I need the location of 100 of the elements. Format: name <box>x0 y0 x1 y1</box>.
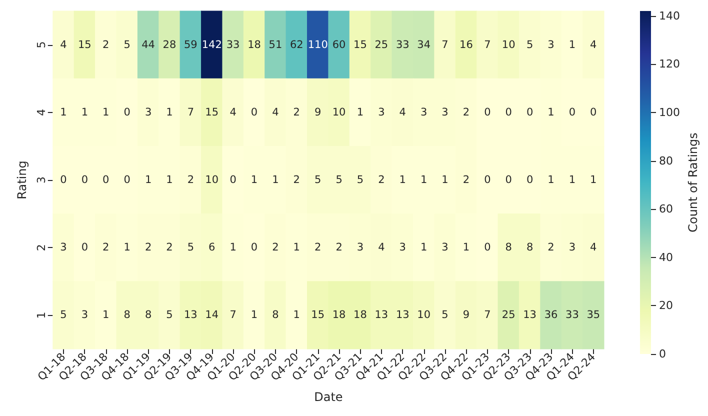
data-label: 0 <box>81 174 88 186</box>
data-label: 2 <box>187 174 194 186</box>
data-label: 25 <box>374 38 388 51</box>
y-tick-label: 2 <box>34 244 48 252</box>
data-label: 0 <box>484 106 491 118</box>
data-label: 0 <box>484 242 491 254</box>
data-label: 0 <box>568 106 576 118</box>
data-label: 18 <box>248 38 261 51</box>
data-label: 4 <box>60 38 68 51</box>
data-label: 44 <box>142 38 156 51</box>
data-label: 0 <box>526 106 534 118</box>
data-label: 62 <box>290 38 304 51</box>
data-label: 60 <box>332 38 346 51</box>
data-label: 2 <box>293 174 300 186</box>
data-label: 3 <box>144 106 152 118</box>
data-label: 1 <box>272 174 279 186</box>
data-label: 3 <box>548 38 554 51</box>
data-label: 10 <box>205 174 219 186</box>
data-label: 5 <box>314 174 322 186</box>
data-label: 25 <box>502 309 516 322</box>
data-label: 0 <box>230 174 236 186</box>
data-label: 1 <box>548 106 554 118</box>
data-label: 5 <box>60 309 67 322</box>
data-label: 6 <box>208 242 216 254</box>
data-label: 1 <box>230 242 236 254</box>
data-label: 13 <box>374 309 388 322</box>
data-label: 4 <box>399 106 406 118</box>
data-label: 4 <box>590 242 598 254</box>
data-label: 1 <box>420 242 428 254</box>
color-bar-label: 60 <box>659 202 673 216</box>
data-label: 1 <box>81 106 88 118</box>
data-label: 51 <box>268 38 282 51</box>
data-label: 0 <box>484 174 491 186</box>
data-label: 15 <box>311 309 325 322</box>
data-label: 3 <box>442 242 448 254</box>
data-label: 5 <box>356 174 364 186</box>
data-label: 0 <box>124 106 130 118</box>
data-label: 8 <box>272 309 279 322</box>
data-label: 3 <box>420 106 428 118</box>
color-bar-label: 120 <box>659 58 680 71</box>
data-label: 2 <box>314 242 322 254</box>
data-label: 1 <box>250 309 258 322</box>
data-label: 0 <box>505 106 512 118</box>
data-label: 33 <box>226 38 240 51</box>
data-label: 13 <box>396 309 410 322</box>
data-label: 2 <box>462 106 470 118</box>
data-label: 18 <box>354 309 367 322</box>
data-label: 1 <box>102 106 110 118</box>
data-label: 36 <box>544 309 558 322</box>
data-label: 3 <box>81 309 88 322</box>
data-label: 110 <box>308 38 328 51</box>
data-label: 1 <box>250 174 258 186</box>
data-label: 10 <box>417 309 431 322</box>
data-label: 0 <box>505 174 512 186</box>
data-label: 7 <box>187 106 194 118</box>
data-label: 1 <box>590 174 597 186</box>
x-axis-title: Date <box>314 390 343 404</box>
color-bar-label: 100 <box>659 106 680 119</box>
data-label: 1 <box>60 106 67 118</box>
data-label: 1 <box>356 106 364 118</box>
data-label: 7 <box>230 309 236 322</box>
data-label: 2 <box>144 242 152 254</box>
data-label: 5 <box>187 242 194 254</box>
data-label: 1 <box>166 106 173 118</box>
data-label: 1 <box>568 174 576 186</box>
data-label: 0 <box>124 174 130 186</box>
data-label: 9 <box>462 309 470 322</box>
data-label: 8 <box>526 242 534 254</box>
data-label: 7 <box>484 38 491 51</box>
data-label: 1 <box>293 309 300 322</box>
data-label: 14 <box>205 309 219 322</box>
data-label: 4 <box>272 106 280 118</box>
data-label: 13 <box>184 309 198 322</box>
data-label: 0 <box>590 106 597 118</box>
data-label: 7 <box>442 38 448 51</box>
data-label: 15 <box>78 38 92 51</box>
data-label: 2 <box>102 242 110 254</box>
y-tick-label: 5 <box>34 41 48 48</box>
data-label: 8 <box>124 309 130 322</box>
data-label: 5 <box>124 38 130 51</box>
color-bar-label: 20 <box>659 299 673 312</box>
data-label: 3 <box>60 242 67 254</box>
data-label: 3 <box>442 106 448 118</box>
data-label: 2 <box>166 242 173 254</box>
data-label: 18 <box>332 309 346 322</box>
data-label: 13 <box>523 309 536 322</box>
data-label: 1 <box>548 174 554 186</box>
data-label: 0 <box>60 174 67 186</box>
data-label: 28 <box>162 38 176 51</box>
data-label: 3 <box>356 242 364 254</box>
data-label: 0 <box>102 174 110 186</box>
data-label: 16 <box>460 38 474 51</box>
data-label: 9 <box>314 106 322 118</box>
color-bar-label: 0 <box>659 348 666 360</box>
data-label: 3 <box>378 106 385 118</box>
data-label: 1 <box>462 242 470 254</box>
data-label: 0 <box>250 242 258 254</box>
data-label: 0 <box>81 242 88 254</box>
data-label: 0 <box>250 106 258 118</box>
data-label: 5 <box>336 174 342 186</box>
